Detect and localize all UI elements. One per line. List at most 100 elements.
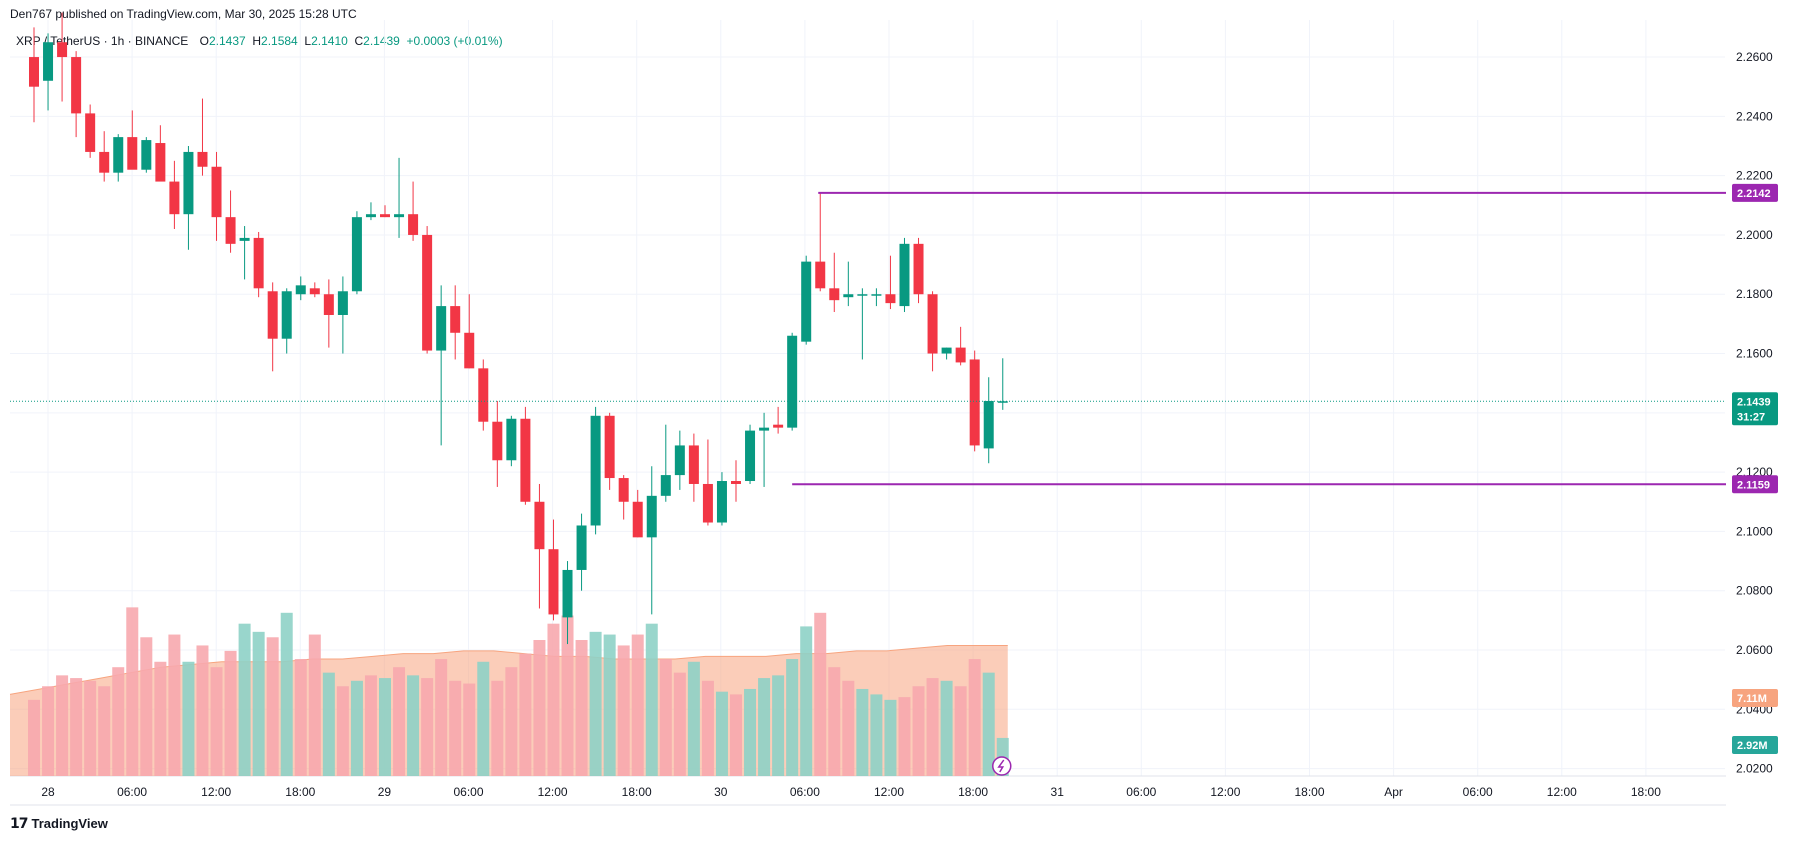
volume-bar xyxy=(645,623,658,776)
candle-body xyxy=(885,294,896,304)
low-value: 2.1410 xyxy=(311,34,348,48)
volume-bar xyxy=(842,680,855,776)
replay-icon xyxy=(992,756,1012,776)
volume-bar xyxy=(800,626,813,776)
volume-bar xyxy=(631,634,644,776)
candle-body xyxy=(632,501,643,538)
price-axis[interactable]: 2.2600 2.2400 2.2200 2.2000 2.1800 2.1600 2.14… xyxy=(1732,50,1778,776)
volume-bar xyxy=(519,653,532,776)
candle-body xyxy=(506,418,517,461)
volume-tag-text: 2.92M xyxy=(1737,740,1768,752)
time-tick-label: 12:00 xyxy=(201,785,231,799)
volume-bar xyxy=(715,691,728,776)
volume-bar xyxy=(126,607,139,776)
candle-body xyxy=(267,291,278,339)
time-tick-label: 06:00 xyxy=(117,785,147,799)
candle-body xyxy=(660,475,671,496)
time-tick-label: 06:00 xyxy=(1126,785,1156,799)
time-tick-label: 18:00 xyxy=(285,785,315,799)
volume-bar xyxy=(435,659,448,776)
candle-body xyxy=(941,347,952,354)
volume-bar xyxy=(701,680,714,776)
volume-bar xyxy=(407,675,420,776)
candle-body xyxy=(281,291,292,339)
volume-tag xyxy=(1732,736,1778,754)
volume-bar xyxy=(884,699,897,776)
candle-body xyxy=(478,368,489,422)
candle-body xyxy=(408,214,419,235)
candle-body xyxy=(113,137,124,173)
candle-body xyxy=(576,525,587,570)
candle-body xyxy=(99,151,110,173)
time-tick-label: 06:00 xyxy=(790,785,820,799)
volume-bar xyxy=(210,667,223,776)
volume-bar xyxy=(364,675,377,776)
volume-bar xyxy=(168,634,181,776)
open-value: 2.1437 xyxy=(208,34,246,48)
candle-body xyxy=(997,401,1008,403)
volume-bar xyxy=(294,659,307,776)
time-tick-label: Apr xyxy=(1384,785,1403,799)
volume-bar xyxy=(940,680,953,776)
candle-body xyxy=(43,42,54,81)
overlays xyxy=(10,191,1726,776)
volume-bar xyxy=(786,659,799,776)
candle-body xyxy=(787,335,798,428)
volume-bar xyxy=(856,688,869,776)
time-axis[interactable]: 28 06:00 12:00 18:00 29 06:00 12:00 18:00 30 06:0… xyxy=(41,785,1661,799)
level-price-tag xyxy=(1732,183,1778,202)
volume-bar xyxy=(182,661,195,776)
candle-body xyxy=(871,294,882,296)
volume-bar xyxy=(673,672,686,776)
candle-body xyxy=(365,214,376,218)
change-value: +0.0003 (+0.01%) xyxy=(406,34,503,48)
price-tick-label: 2.0200 xyxy=(1736,762,1773,776)
candle-body xyxy=(548,549,559,615)
candle-body xyxy=(843,294,854,298)
candle-body xyxy=(801,261,812,342)
volume-bar xyxy=(617,645,630,776)
volume-bar xyxy=(730,694,742,776)
candle-body xyxy=(716,481,727,523)
volume-bar xyxy=(140,637,153,776)
candle-body xyxy=(351,217,362,292)
candle-body xyxy=(422,234,433,351)
candle-body xyxy=(464,332,475,369)
volume-bar xyxy=(463,683,476,776)
close-value: 2.1439 xyxy=(363,34,400,48)
level-price-tag-text: 2.2142 xyxy=(1737,188,1771,200)
candle-body xyxy=(857,294,868,296)
volume-bar xyxy=(828,667,841,776)
volume-bar xyxy=(561,615,574,776)
volume-bar xyxy=(603,634,616,776)
candle-body xyxy=(380,214,390,218)
volume-bar xyxy=(744,688,757,776)
volume-bar xyxy=(350,680,363,776)
candle-body xyxy=(492,421,503,461)
candle-body xyxy=(239,237,250,241)
volume-bar xyxy=(870,694,883,776)
candle-body xyxy=(450,306,461,333)
candle-body xyxy=(534,501,545,550)
time-tick-label: 18:00 xyxy=(1631,785,1661,799)
volume-bar xyxy=(393,667,406,776)
volume-bar xyxy=(84,680,97,776)
time-tick-label: 18:00 xyxy=(958,785,988,799)
price-tick-label: 2.2200 xyxy=(1736,169,1773,183)
candle-body xyxy=(829,288,840,301)
high-label: H xyxy=(252,34,262,48)
time-tick-label: 12:00 xyxy=(1210,785,1240,799)
candle-body xyxy=(702,483,713,523)
time-tick-label: 06:00 xyxy=(1463,785,1493,799)
candle-body xyxy=(913,243,924,295)
tradingview-brand[interactable]: 𝟭𝟳 TradingView xyxy=(10,815,108,832)
candle-body xyxy=(955,347,966,363)
volume-pane xyxy=(9,607,1009,776)
time-tick-label: 12:00 xyxy=(538,785,568,799)
volume-bar xyxy=(926,678,939,776)
time-tick-label: 29 xyxy=(378,785,392,799)
volume-bar xyxy=(758,678,771,776)
volume-bar xyxy=(266,637,279,776)
candle-body xyxy=(815,261,826,289)
